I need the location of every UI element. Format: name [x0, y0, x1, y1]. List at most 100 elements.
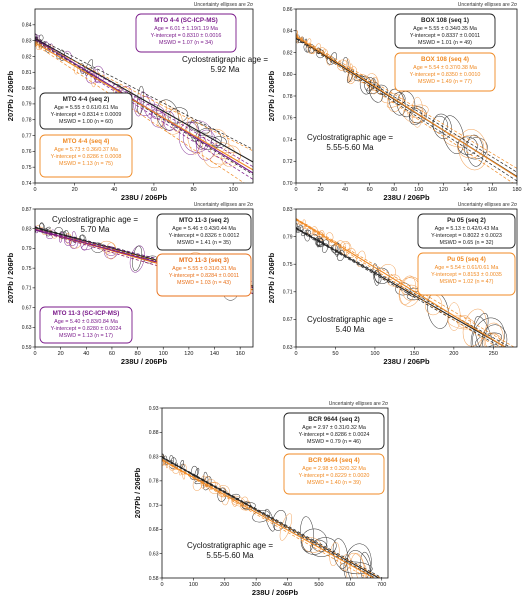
data-ellipse [210, 142, 235, 159]
y-tick-label: 0.75 [22, 165, 32, 171]
regression-line [162, 456, 380, 578]
error-envelope-lower [162, 460, 369, 578]
x-tick-label: 120 [439, 187, 448, 193]
y-tick-label: 0.79 [22, 102, 32, 108]
y-tick-label: 0.82 [283, 50, 293, 56]
uncertainty-note: Uncertainty ellipses are 2σ [458, 2, 518, 8]
legend-line: Age = 5.55 ± 0.34/0.35 Ma [413, 26, 477, 32]
data-ellipse [172, 468, 180, 474]
legend-line: Age = 5.54 ± 0.37/0.38 Ma [413, 65, 477, 71]
legend-frame [417, 252, 516, 296]
data-ellipse [475, 332, 502, 347]
legend-line: Age = 6.01 ± 1.19/1.19 Ma [154, 26, 218, 32]
y-tick-label: 0.70 [283, 181, 293, 187]
y-tick-label: 0.83 [283, 207, 293, 213]
data-ellipse [168, 460, 174, 465]
y-tick-label: 0.71 [22, 286, 32, 292]
data-ellipse [457, 136, 478, 155]
y-tick-label: 0.93 [149, 406, 159, 412]
y-axis-label: 207Pb / 206Pb [6, 252, 15, 303]
x-tick-label: 20 [317, 187, 323, 193]
legend-title: MTO 4-4 (seq 4) [63, 138, 110, 145]
y-tick-label: 0.67 [283, 317, 293, 323]
x-tick-label: 100 [189, 582, 198, 588]
legend-line: MSWD = 0.65 (n = 32) [440, 240, 494, 246]
data-ellipse [457, 135, 485, 159]
y-tick-label: 0.67 [22, 305, 32, 311]
data-ellipse [201, 128, 230, 169]
legend-box: MTO 4-4 (seq 4) Age = 5.73 ± 0.36/0.37 Ma… [39, 134, 133, 178]
x-tick-label: 250 [489, 351, 498, 357]
error-envelope-lower [35, 40, 253, 180]
data-ellipse [474, 316, 495, 347]
legend-frame [39, 306, 133, 344]
legend-line: Age = 2.97 ± 0.31/0.32 Ma [302, 425, 366, 431]
data-ellipse [381, 92, 400, 104]
y-tick-label: 0.73 [149, 503, 159, 509]
y-tick-label: 0.74 [283, 137, 293, 143]
legend-box: BCR 9644 (seq 2) Age = 2.97 ± 0.31/0.32 M… [283, 412, 385, 450]
y-tick-label: 0.84 [283, 29, 293, 35]
legend-line: MSWD = 1.07 (n = 34) [159, 40, 213, 46]
x-axis-label: 238U / 206Pb [383, 357, 430, 366]
x-tick-label: 40 [83, 351, 89, 357]
cyclostratigraphic-age: 5.40 Ma [336, 325, 365, 334]
x-axis-label: 238U / 206Pb [252, 588, 299, 597]
error-envelope-upper [296, 36, 517, 173]
legend-box: Pu 05 (seq 2) Age = 5.13 ± 0.42/0.43 MaY-… [417, 213, 516, 249]
cyclostratigraphic-label: Cyclostratigraphic age = [307, 315, 393, 324]
regression-line [35, 37, 253, 163]
legend-title: Pu 05 (seq 2) [447, 217, 486, 224]
data-ellipse [163, 462, 166, 466]
uncertainty-note: Uncertainty ellipses are 2σ [194, 2, 254, 8]
data-ellipse [156, 99, 179, 131]
data-ellipse [230, 493, 241, 500]
legend-line: MSWD = 1.02 (n = 47) [440, 279, 494, 285]
legend-line: Y-intercept = 0.8229 ± 0.0020 [299, 473, 370, 479]
x-tick-label: 180 [512, 187, 521, 193]
legend-frame [135, 13, 237, 53]
legend-title: MTO 11-3 (seq 3) [179, 257, 229, 264]
legend-line: Y-intercept = 0.8350 ± 0.0010 [410, 72, 481, 78]
legend-line: MSWD = 1.13 (n = 75) [59, 161, 113, 167]
x-tick-label: 100 [229, 187, 238, 193]
legend-line: MSWD = 1.01 (n = 49) [418, 40, 472, 46]
y-tick-label: 0.78 [283, 94, 293, 100]
data-ellipse [166, 465, 169, 469]
legend-line: MSWD = 1.03 (n = 43) [177, 280, 231, 286]
y-tick-label: 0.76 [22, 149, 32, 155]
plot-area [162, 453, 383, 578]
data-ellipse [186, 117, 200, 155]
x-tick-label: 150 [410, 351, 419, 357]
legend-box: BOX 108 (seq 4) Age = 5.54 ± 0.37/0.38 Ma… [394, 52, 496, 92]
data-ellipse [150, 110, 166, 128]
y-tick-label: 0.78 [149, 479, 159, 485]
error-envelope-lower [296, 219, 498, 347]
legend-title: BOX 108 (seq 1) [421, 17, 469, 24]
x-tick-label: 20 [72, 187, 78, 193]
legend-title: MTO 11-3 (seq 2) [179, 217, 229, 224]
legend-title: MTO 4-4 (SC-ICP-MS) [154, 17, 218, 24]
x-tick-label: 160 [236, 351, 245, 357]
error-envelope-lower [35, 229, 253, 294]
error-envelope-upper [296, 34, 517, 169]
x-tick-label: 100 [370, 351, 379, 357]
data-ellipse [339, 241, 352, 255]
x-tick-label: 20 [58, 351, 64, 357]
data-ellipse [135, 96, 156, 116]
y-tick-label: 0.82 [22, 54, 32, 60]
panel-pu-05: Uncertainty ellipses are 2σ 0 50 100 150 200 2… [267, 202, 518, 366]
y-tick-label: 0.75 [283, 262, 293, 268]
data-ellipse [372, 263, 380, 286]
data-ellipse [369, 81, 383, 103]
legend-line: Y-intercept = 0.8280 ± 0.0024 [51, 326, 122, 332]
regression-line [162, 459, 375, 578]
error-envelope-upper [35, 36, 253, 150]
error-envelope-upper [35, 40, 253, 152]
error-envelope-upper [296, 227, 511, 347]
x-tick-label: 50 [332, 351, 338, 357]
x-tick-label: 60 [151, 187, 157, 193]
error-envelope-lower [162, 457, 377, 578]
y-tick-label: 0.63 [149, 552, 159, 558]
y-tick-label: 0.68 [149, 527, 159, 533]
